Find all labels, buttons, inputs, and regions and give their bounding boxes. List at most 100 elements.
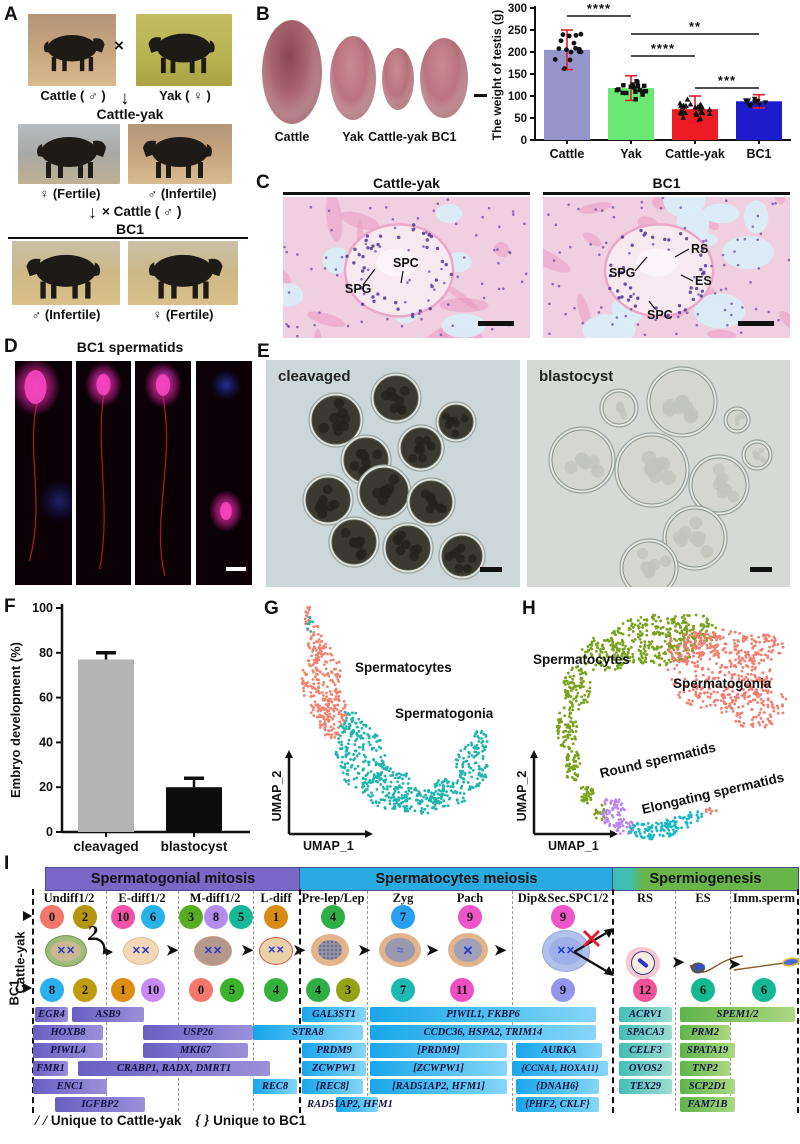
row-arrow (23, 983, 32, 993)
svg-text:300: 300 (508, 3, 527, 15)
cow-silhouette (143, 137, 212, 178)
panel-g-label: G (264, 598, 279, 619)
histology-title: Cattle-yak (373, 175, 440, 191)
bc1-deg-count: 1 (111, 978, 135, 1002)
cattle-sire-photo (28, 14, 116, 86)
gene-bar: [RAD51AP2, HFM1] (370, 1079, 507, 1094)
cattleyak-deg-count: 2 (73, 905, 97, 929)
testis-photo-label: BC1 (431, 130, 457, 144)
gene-bar: CRABP1, RADX, DMRT1 (78, 1061, 270, 1076)
histology-title: BC1 (652, 175, 681, 191)
panel-i: I Spermatogonial mitosis Spermatocytes me… (0, 853, 800, 1144)
gene-bar: ENC1 (33, 1079, 107, 1094)
gene-bar: TEX29 (619, 1079, 672, 1094)
spermatid-fluorescence-image (76, 361, 131, 585)
immature-sperm-cell (733, 957, 800, 971)
svg-text:150: 150 (508, 69, 527, 81)
y-axis-label: Embryo development (%) (8, 642, 23, 798)
column-divider (730, 891, 731, 1111)
legend-text-bc1: Unique to BC1 (213, 1113, 307, 1128)
cell-nucleus: ✕ (454, 938, 482, 962)
self-renewal-arrow (87, 937, 113, 956)
phase-section-header: Spermatogonial mitosis (45, 867, 301, 891)
gene-bar: SPATA19 (680, 1043, 735, 1058)
svg-text:Cattle-yak: Cattle-yak (665, 147, 725, 161)
chromosomes: ✕✕ (203, 944, 223, 957)
bc1-deg-count: 2 (73, 978, 97, 1002)
bc1-deg-count: 9 (551, 978, 575, 1002)
panel-c-label: C (256, 172, 270, 193)
scale-bar (226, 567, 246, 571)
gene-bar: SPEM1/2 (680, 1007, 795, 1022)
panel-e-label: E (257, 341, 270, 362)
embryo-image-title: cleavaged (278, 368, 351, 385)
testis-photo-label: Cattle-yak (368, 130, 428, 144)
elongating-spermatid-cell (689, 955, 744, 974)
stage-arrow: ➤ (358, 942, 371, 959)
cluster-points-spermatocytes (555, 613, 718, 821)
down-arrow: ↓ (120, 88, 130, 109)
bc1-deg-count: 6 (691, 978, 715, 1002)
blocked-x-icon (583, 930, 600, 947)
testis-photo-label: Cattle (274, 130, 310, 144)
column-border (797, 889, 799, 1113)
blastocyst-image (527, 360, 790, 587)
cluster-label: Spermatogonia (673, 676, 772, 691)
svg-text:50: 50 (514, 113, 527, 125)
histology-annotation: SPG (345, 282, 371, 296)
down-arrow: ↓ (88, 202, 97, 222)
panel-f-label: F (4, 596, 16, 617)
scale-bar (474, 94, 487, 97)
gene-bar: {PHF2, CKLF} (516, 1097, 599, 1112)
testis-photo (330, 36, 376, 120)
cell-nucleus (318, 940, 342, 960)
gene-bar: SPACA3 (619, 1025, 672, 1040)
ldiff-spermatogonium-cell: ✕✕ (259, 937, 293, 965)
cluster-points-spermatogonia (665, 628, 788, 815)
gene-bar: HOXB8 (33, 1025, 103, 1040)
svg-text:***: *** (718, 73, 736, 88)
stage-column-title: Dip&Sec.SPC1/2 (517, 891, 609, 905)
stage-arrow: ➤ (728, 956, 741, 973)
phase-section-header: Spermatocytes meiosis (299, 867, 614, 891)
cell-cytoplasm: ✕✕ (51, 941, 81, 961)
cattleyak-deg-count: 7 (391, 905, 415, 929)
cattleyak-male-photo (128, 124, 232, 184)
cattleyak-deg-count: 8 (204, 905, 228, 929)
svg-text:****: **** (587, 1, 611, 16)
f1-title: Cattle-yak (96, 106, 164, 122)
svg-text:80: 80 (39, 646, 53, 660)
column-border (32, 889, 34, 1113)
gene-bar: SCP2D1 (680, 1079, 735, 1094)
legend-text-cattleyak: Unique to Cattle-yak (50, 1113, 182, 1128)
gene-bar: AURKA (516, 1043, 602, 1058)
stage-arrow: ➤ (494, 942, 507, 959)
phase-section-header: Spermiogenesis (612, 867, 799, 891)
cattleyak-female-photo (18, 124, 120, 184)
gene-bar: {DNAH6} (516, 1079, 599, 1094)
chromosomes: ✕ (462, 942, 474, 958)
meiosis-block-arrows (573, 928, 614, 976)
photo-caption: Yak ( ♀ ) (159, 88, 211, 103)
scatter-points-Yak (614, 78, 649, 102)
svg-text:250: 250 (508, 25, 527, 37)
panel-b-label: B (256, 4, 270, 25)
testis-photos: Cattle Yak Cattle-yak BC1 (250, 0, 490, 170)
testis-photo-label: Yak (342, 130, 364, 144)
histology-annotation: SPC (647, 308, 673, 322)
cross-symbol: × (114, 36, 124, 55)
row-label-bc1: BC1 (6, 979, 22, 1006)
bc1-deg-count: 10 (141, 978, 165, 1002)
photo-caption: Cattle ( ♂ ) (40, 88, 106, 103)
scatter-points-Cattle (552, 31, 584, 72)
cleaved-embryo-image (266, 360, 520, 587)
gene-bar: USP26 (143, 1025, 253, 1040)
backcross-label: × Cattle ( ♂ ) (102, 204, 182, 219)
svg-text:20: 20 (39, 780, 53, 794)
bc1-deg-count: 11 (450, 978, 474, 1002)
svg-text:100: 100 (32, 601, 53, 615)
histology-annotation: SPG (609, 266, 635, 280)
gene-bar: [PRDM9] (370, 1043, 507, 1058)
chromatid-rod (637, 957, 649, 969)
column-border (612, 889, 614, 1113)
